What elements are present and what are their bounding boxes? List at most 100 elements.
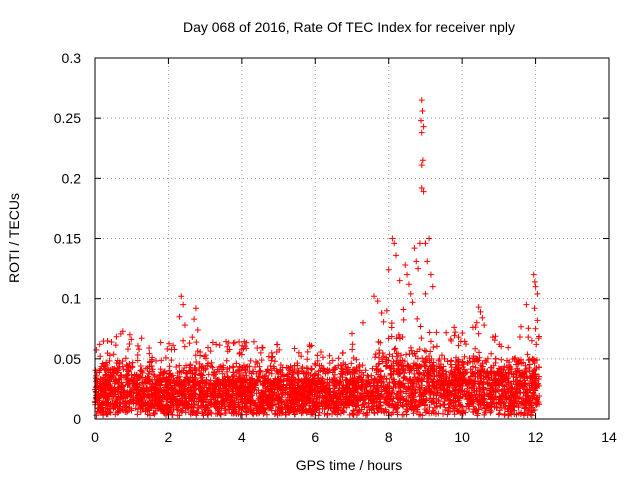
data-point — [440, 375, 447, 382]
data-point — [398, 352, 405, 359]
data-point — [152, 398, 159, 405]
data-point — [295, 385, 302, 392]
data-point — [169, 393, 176, 400]
data-point — [522, 381, 529, 388]
data-point — [388, 333, 395, 340]
data-point — [299, 393, 306, 400]
data-point — [133, 389, 140, 396]
data-point — [477, 308, 484, 315]
data-point — [456, 387, 463, 394]
data-point — [208, 359, 215, 366]
data-point — [451, 371, 458, 378]
data-point — [373, 405, 380, 412]
data-point — [349, 369, 356, 376]
data-point — [386, 351, 393, 358]
data-point — [397, 370, 404, 377]
data-point — [224, 393, 231, 400]
data-point — [149, 380, 156, 387]
data-point — [96, 367, 103, 374]
data-point — [496, 341, 503, 348]
data-point — [104, 338, 111, 345]
data-point — [456, 402, 463, 409]
data-point — [447, 336, 454, 343]
data-point — [287, 364, 294, 371]
data-point — [151, 402, 158, 409]
data-point — [341, 400, 348, 407]
data-point — [298, 365, 305, 372]
data-point — [362, 367, 369, 374]
data-point — [464, 359, 471, 366]
data-point — [529, 374, 536, 381]
data-point — [452, 398, 459, 405]
data-point — [455, 342, 462, 349]
data-point — [491, 400, 498, 407]
data-point — [349, 346, 356, 353]
data-point — [350, 407, 357, 414]
data-point — [430, 408, 437, 415]
data-point — [477, 362, 484, 369]
data-point — [144, 385, 151, 392]
data-point — [121, 374, 128, 381]
data-point — [498, 356, 505, 363]
data-point — [524, 389, 531, 396]
data-point — [113, 333, 120, 340]
data-point — [482, 408, 489, 415]
data-point — [435, 397, 442, 404]
data-point — [445, 377, 452, 384]
data-point — [407, 290, 414, 297]
data-point — [281, 376, 288, 383]
data-point — [500, 366, 507, 373]
data-point — [179, 390, 186, 397]
data-point — [477, 392, 484, 399]
data-point — [504, 357, 511, 364]
data-point — [499, 393, 506, 400]
data-point — [506, 402, 513, 409]
data-point — [428, 398, 435, 405]
data-point — [534, 317, 541, 324]
data-point — [336, 394, 343, 401]
data-point — [386, 390, 393, 397]
data-point — [139, 369, 146, 376]
data-point — [400, 316, 407, 323]
data-point — [173, 375, 180, 382]
data-point — [452, 382, 459, 389]
data-point — [319, 354, 326, 361]
data-point — [108, 386, 115, 393]
data-point — [283, 384, 290, 391]
data-point — [296, 379, 303, 386]
data-point — [446, 400, 453, 407]
data-point — [529, 380, 536, 387]
data-point — [312, 362, 319, 369]
data-point — [469, 363, 476, 370]
data-point — [409, 299, 416, 306]
data-point — [107, 409, 114, 416]
data-point — [193, 358, 200, 365]
data-point — [376, 347, 383, 354]
data-point — [181, 385, 188, 392]
data-point — [214, 390, 221, 397]
x-tick-label: 14 — [601, 429, 617, 445]
data-point — [496, 407, 503, 414]
data-point — [193, 339, 200, 346]
data-point — [217, 411, 224, 418]
data-point — [216, 381, 223, 388]
data-point — [290, 398, 297, 405]
data-point — [451, 391, 458, 398]
data-point — [337, 404, 344, 411]
data-point — [420, 358, 427, 365]
data-point — [390, 368, 397, 375]
data-point — [311, 382, 318, 389]
data-point — [280, 389, 287, 396]
data-point — [430, 383, 437, 390]
data-point — [420, 369, 427, 376]
data-point — [498, 392, 505, 399]
data-point — [241, 403, 248, 410]
data-point — [353, 379, 360, 386]
data-point — [210, 369, 217, 376]
data-point — [110, 374, 117, 381]
data-point — [336, 380, 343, 387]
data-point — [304, 348, 311, 355]
data-point — [452, 377, 459, 384]
data-point — [463, 391, 470, 398]
data-point — [308, 365, 315, 372]
